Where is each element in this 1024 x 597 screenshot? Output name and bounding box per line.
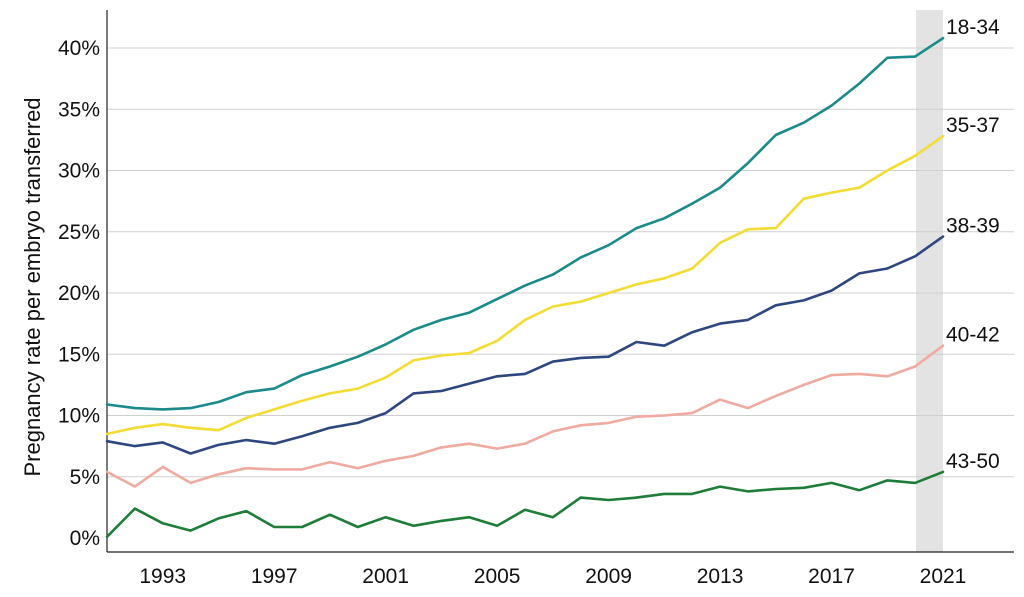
x-tick-label: 2009 bbox=[585, 565, 632, 588]
x-tick-label: 2013 bbox=[697, 565, 744, 588]
series-line-38-39 bbox=[105, 235, 945, 455]
x-tick-label: 1993 bbox=[139, 565, 186, 588]
x-tick-label: 1997 bbox=[251, 565, 298, 588]
y-tick-label: 25% bbox=[58, 221, 100, 244]
series-label-40-42: 40-42 bbox=[946, 324, 1000, 347]
y-axis-title: Pregnancy rate per embryo transferred bbox=[20, 97, 45, 476]
x-tick-label: 2021 bbox=[920, 565, 967, 588]
series-labels: 18-34 35-37 38-39 40-42 43-50 bbox=[946, 16, 1000, 473]
y-tick-label: 10% bbox=[58, 405, 100, 428]
y-tick-label: 40% bbox=[58, 37, 100, 60]
series-label-35-37: 35-37 bbox=[946, 114, 1000, 137]
y-tick-label: 30% bbox=[58, 160, 100, 183]
series-label-38-39: 38-39 bbox=[946, 215, 1000, 238]
axes: 0% 5% 10% 15% 20% 25% 30% 35% 40% 1993 1997 2001 200… bbox=[58, 10, 1014, 588]
y-tick-label: 20% bbox=[58, 282, 100, 305]
y-tick-label: 35% bbox=[58, 98, 100, 121]
series-label-43-50: 43-50 bbox=[946, 450, 1000, 473]
highlight-band bbox=[916, 10, 943, 552]
gridlines bbox=[107, 47, 1014, 478]
y-tick-label: 5% bbox=[70, 466, 100, 489]
x-tick-label: 2005 bbox=[474, 565, 521, 588]
x-tick-label: 2017 bbox=[808, 565, 855, 588]
y-tick-label: 15% bbox=[58, 343, 100, 366]
series-label-18-34: 18-34 bbox=[946, 16, 1000, 39]
series-line-35-37 bbox=[105, 134, 945, 436]
series-lines bbox=[105, 36, 945, 539]
y-tick-label: 0% bbox=[70, 527, 100, 550]
series-line-18-34 bbox=[105, 36, 945, 411]
series-line-43-50 bbox=[105, 470, 945, 539]
series-line-40-42 bbox=[105, 344, 945, 488]
x-tick-label: 2001 bbox=[362, 565, 409, 588]
